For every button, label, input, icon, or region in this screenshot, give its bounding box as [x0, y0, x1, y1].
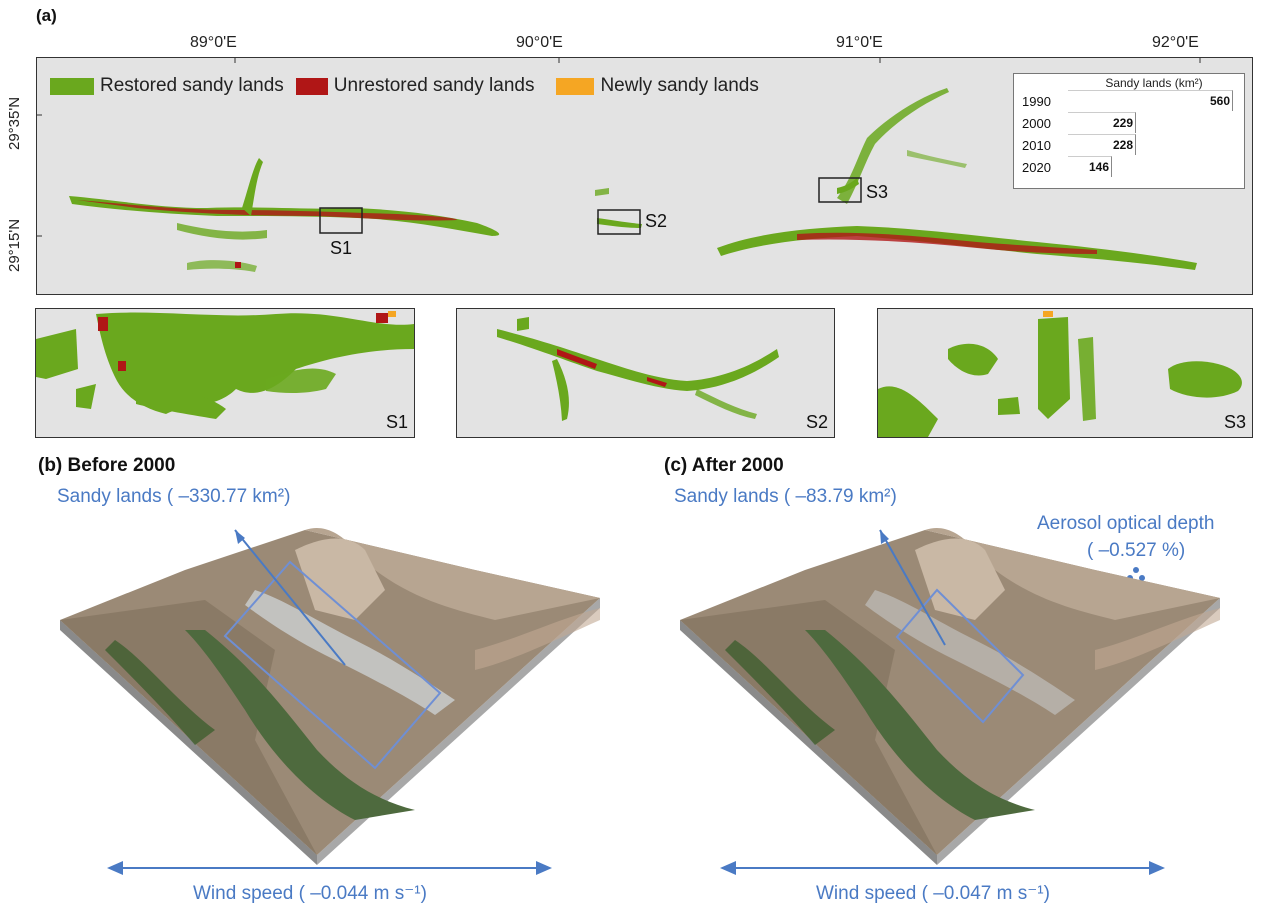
inset-s3-drawing: [878, 311, 1242, 437]
panel-c-title: (c) After 2000: [664, 455, 784, 476]
panel-c-aerosol-line1: Aerosol optical depth: [1037, 513, 1215, 534]
longitude-label-92: 92°0'E: [1152, 34, 1199, 51]
table-row-bar: 229: [1068, 112, 1136, 133]
s3-box: [818, 177, 862, 203]
panel-b-wind-label: Wind speed ( –0.044 m s⁻¹): [193, 883, 427, 904]
panel-a-label: (a): [36, 6, 57, 25]
s1-box: [319, 207, 363, 234]
table-row-year: 2020: [1022, 160, 1051, 175]
table-row-value: 229: [1112, 116, 1133, 130]
inset-s1-drawing: [36, 311, 414, 419]
table-row: 2010 228: [1014, 134, 1244, 156]
legend-newly-label: Newly sandy lands: [600, 75, 759, 96]
wind-arrow-after-drawing: [720, 861, 1165, 875]
sandy-arrow-after: [879, 529, 946, 646]
s2-box: [597, 209, 641, 235]
panel-c-wind-label: Wind speed ( –0.047 m s⁻¹): [816, 883, 1050, 904]
table-rows: 1990 560 2000 229 2010 228 2020 146: [1014, 90, 1244, 178]
sandy-lands-table: Sandy lands (km²) 1990 560 2000 229 2010 228 2…: [1013, 73, 1245, 189]
table-row-bar: 146: [1068, 156, 1112, 177]
wind-arrow-after: [720, 858, 1165, 878]
map-legend: Restored sandy lands Unrestored sandy la…: [50, 75, 759, 97]
inset-s2: S2: [456, 308, 835, 438]
legend-restored-label: Restored sandy lands: [100, 75, 284, 96]
site-label-s3: S3: [866, 182, 889, 202]
sandy-arrow-before: [234, 529, 346, 666]
legend-unrestored-label: Unrestored sandy lands: [333, 75, 535, 96]
table-row: 2000 229: [1014, 112, 1244, 134]
wind-arrow-before: [107, 858, 552, 878]
terrain-block-after: [675, 510, 1235, 870]
latitude-label-29-35: 29°35'N: [6, 96, 23, 150]
legend-newly: Newly sandy lands: [556, 75, 759, 97]
table-row: 1990 560: [1014, 90, 1244, 112]
legend-restored: Restored sandy lands: [50, 75, 284, 97]
inset-s1: S1: [35, 308, 415, 438]
longitude-label-91: 91°0'E: [836, 34, 883, 51]
table-row-year: 2010: [1022, 138, 1051, 153]
sandy-region-box-before: [223, 560, 442, 770]
central-sandy-patches: [595, 188, 642, 228]
site-label-s2: S2: [645, 211, 668, 231]
site-label-s1: S1: [330, 238, 353, 258]
terrain-block-before: [55, 510, 615, 870]
table-row-value: 228: [1112, 138, 1133, 152]
table-row-value: 560: [1209, 94, 1230, 108]
wind-arrow-before-drawing: [107, 861, 552, 875]
eastern-sandy-belt: [717, 88, 1197, 270]
panel-b-sandy-label: Sandy lands ( –330.77 km²): [57, 486, 291, 507]
restored-swatch: [50, 77, 94, 95]
terrain-after-drawing: [680, 528, 1220, 865]
inset-s1-label: S1: [385, 412, 408, 432]
longitude-label-89: 89°0'E: [190, 34, 237, 51]
legend-unrestored: Unrestored sandy lands: [295, 75, 535, 97]
inset-s3: S3: [877, 308, 1253, 438]
table-row-year: 2000: [1022, 116, 1051, 131]
panel-b-title: (b) Before 2000: [38, 455, 176, 476]
latitude-label-29-15: 29°15'N: [6, 218, 23, 272]
inset-s2-label: S2: [805, 412, 828, 432]
inset-s2-drawing: [497, 317, 779, 421]
terrain-before-drawing: [60, 528, 600, 865]
table-row-bar: 560: [1068, 90, 1233, 111]
table-row: 2020 146: [1014, 156, 1244, 178]
western-sandy-belt: [69, 158, 500, 272]
inset-s3-label: S3: [1223, 412, 1246, 432]
table-title: Sandy lands (km²): [1105, 76, 1203, 90]
unrestored-swatch: [295, 77, 328, 95]
sandy-region-box-after: [895, 588, 1025, 724]
main-map-drawing: [37, 58, 1201, 272]
longitude-label-90: 90°0'E: [516, 34, 563, 51]
table-row-value: 146: [1088, 160, 1109, 174]
panel-c-sandy-label: Sandy lands ( –83.79 km²): [674, 486, 897, 507]
table-row-bar: 228: [1068, 134, 1136, 155]
panel-c-aerosol-line2: ( –0.527 %): [1087, 540, 1186, 561]
newly-swatch: [556, 77, 595, 95]
table-row-year: 1990: [1022, 94, 1051, 109]
